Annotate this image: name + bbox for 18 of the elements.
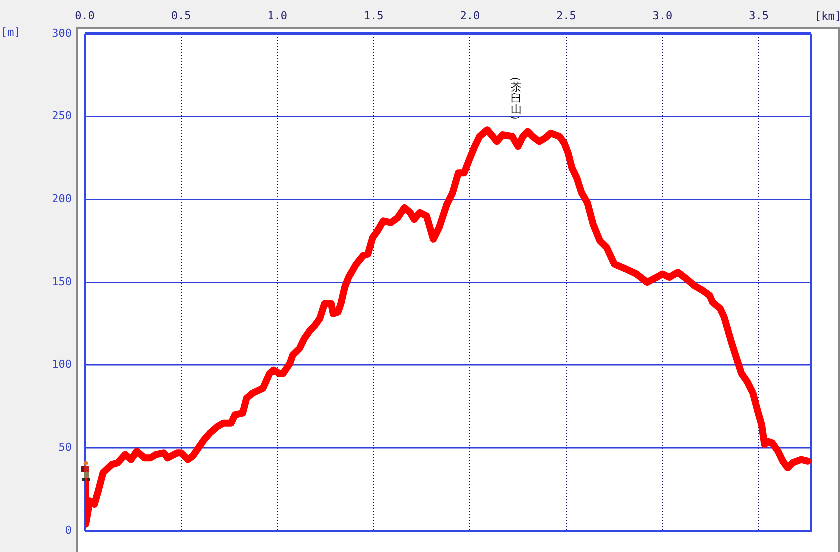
x-tick-label: 3.0 (652, 9, 673, 22)
x-tick-label: 1.5 (364, 9, 384, 22)
x-tick-label: 0.0 (75, 9, 95, 22)
x-tick-label: 2.0 (460, 9, 480, 22)
x-axis-title: [km] (815, 10, 840, 23)
x-tick-label: 3.5 (749, 9, 769, 22)
x-tick-label: 1.0 (268, 9, 288, 22)
y-tick-label: 150 (52, 275, 72, 288)
y-tick-label: 200 (52, 192, 72, 206)
annotation: （茶臼山） (510, 70, 523, 127)
x-tick-label: 2.5 (556, 9, 576, 22)
y-tick-label: 50 (58, 441, 72, 454)
y-tick-label: 100 (52, 358, 72, 372)
y-tick-label: 0 (65, 524, 72, 537)
y-tick-label: 250 (52, 110, 72, 123)
y-tick-label: 300 (52, 26, 72, 40)
y-axis-title: [m] (1, 26, 21, 39)
x-tick-label: 0.5 (171, 9, 192, 22)
